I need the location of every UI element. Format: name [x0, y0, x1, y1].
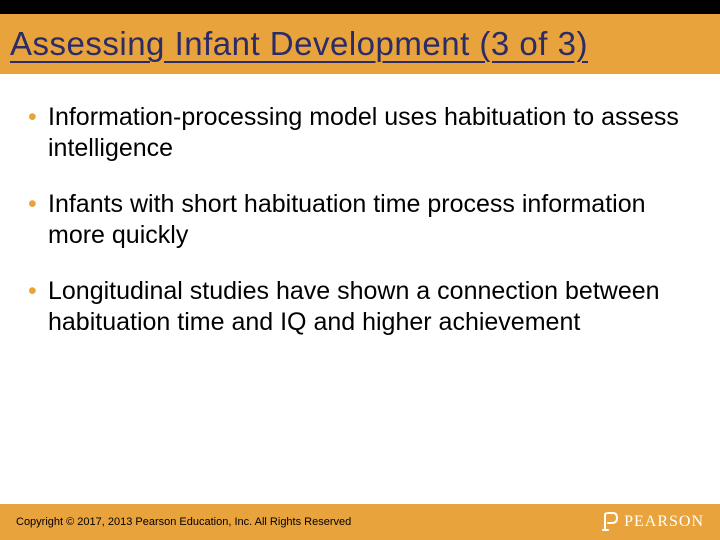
title-band: Assessing Infant Development (3 of 3) [0, 14, 720, 74]
logo-mark-icon [602, 512, 620, 532]
copyright-text: Copyright © 2017, 2013 Pearson Education… [16, 516, 351, 528]
footer-bar: Copyright © 2017, 2013 Pearson Education… [0, 504, 720, 540]
bullet-item: Longitudinal studies have shown a connec… [22, 276, 698, 337]
bullet-item: Infants with short habituation time proc… [22, 189, 698, 250]
top-black-bar [0, 0, 720, 14]
bullet-item: Information-processing model uses habitu… [22, 102, 698, 163]
bullet-text: Information-processing model uses habitu… [48, 103, 679, 162]
bullet-text: Infants with short habituation time proc… [48, 190, 646, 249]
bullet-list: Information-processing model uses habitu… [22, 102, 698, 337]
pearson-logo: PEARSON [602, 512, 704, 532]
slide: Assessing Infant Development (3 of 3) In… [0, 0, 720, 540]
content-area: Information-processing model uses habitu… [0, 74, 720, 504]
bullet-text: Longitudinal studies have shown a connec… [48, 277, 660, 336]
logo-text: PEARSON [624, 513, 704, 531]
slide-title: Assessing Infant Development (3 of 3) [10, 25, 588, 63]
